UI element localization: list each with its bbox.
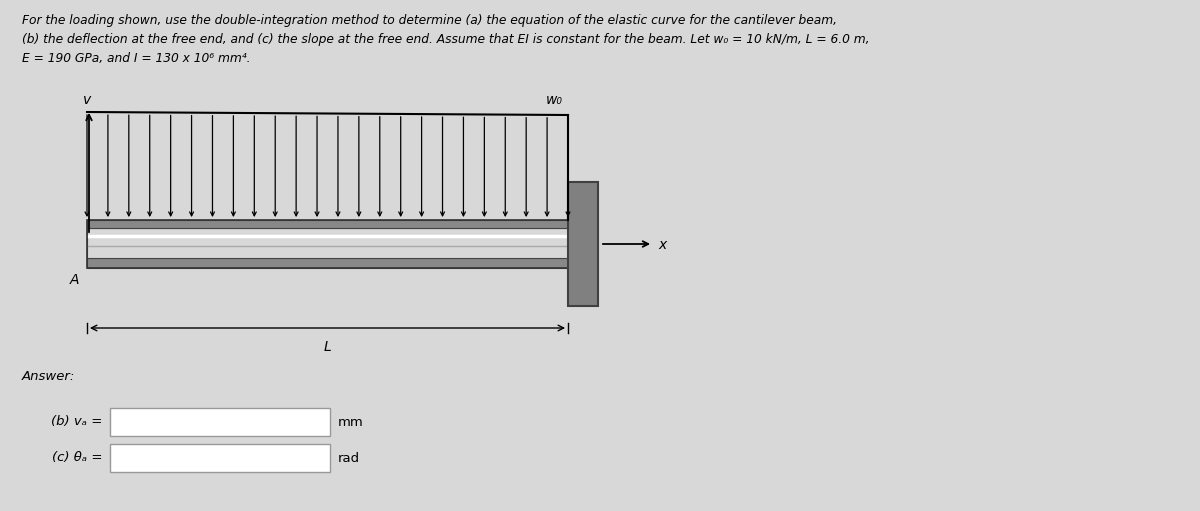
Bar xyxy=(88,228,568,258)
Text: w₀: w₀ xyxy=(546,93,563,107)
Text: B: B xyxy=(570,273,580,287)
Bar xyxy=(568,182,598,306)
Text: x: x xyxy=(658,238,666,252)
Bar xyxy=(88,258,568,268)
Bar xyxy=(88,220,568,268)
Text: v: v xyxy=(83,93,91,107)
Bar xyxy=(88,220,568,228)
Text: mm: mm xyxy=(338,415,364,429)
Text: Answer:: Answer: xyxy=(22,370,76,383)
Text: For the loading shown, use the double-integration method to determine (a) the eq: For the loading shown, use the double-in… xyxy=(22,14,838,27)
Text: E = 190 GPa, and I = 130 x 10⁶ mm⁴.: E = 190 GPa, and I = 130 x 10⁶ mm⁴. xyxy=(22,52,251,65)
Text: (b) the deflection at the free end, and (c) the slope at the free end. Assume th: (b) the deflection at the free end, and … xyxy=(22,33,870,46)
Bar xyxy=(110,408,330,436)
Bar xyxy=(110,444,330,472)
Text: L: L xyxy=(324,340,331,354)
Text: (b) vₐ =: (b) vₐ = xyxy=(50,415,102,429)
Text: rad: rad xyxy=(338,452,360,464)
Text: A: A xyxy=(70,273,79,287)
Text: (c) θₐ =: (c) θₐ = xyxy=(52,452,102,464)
